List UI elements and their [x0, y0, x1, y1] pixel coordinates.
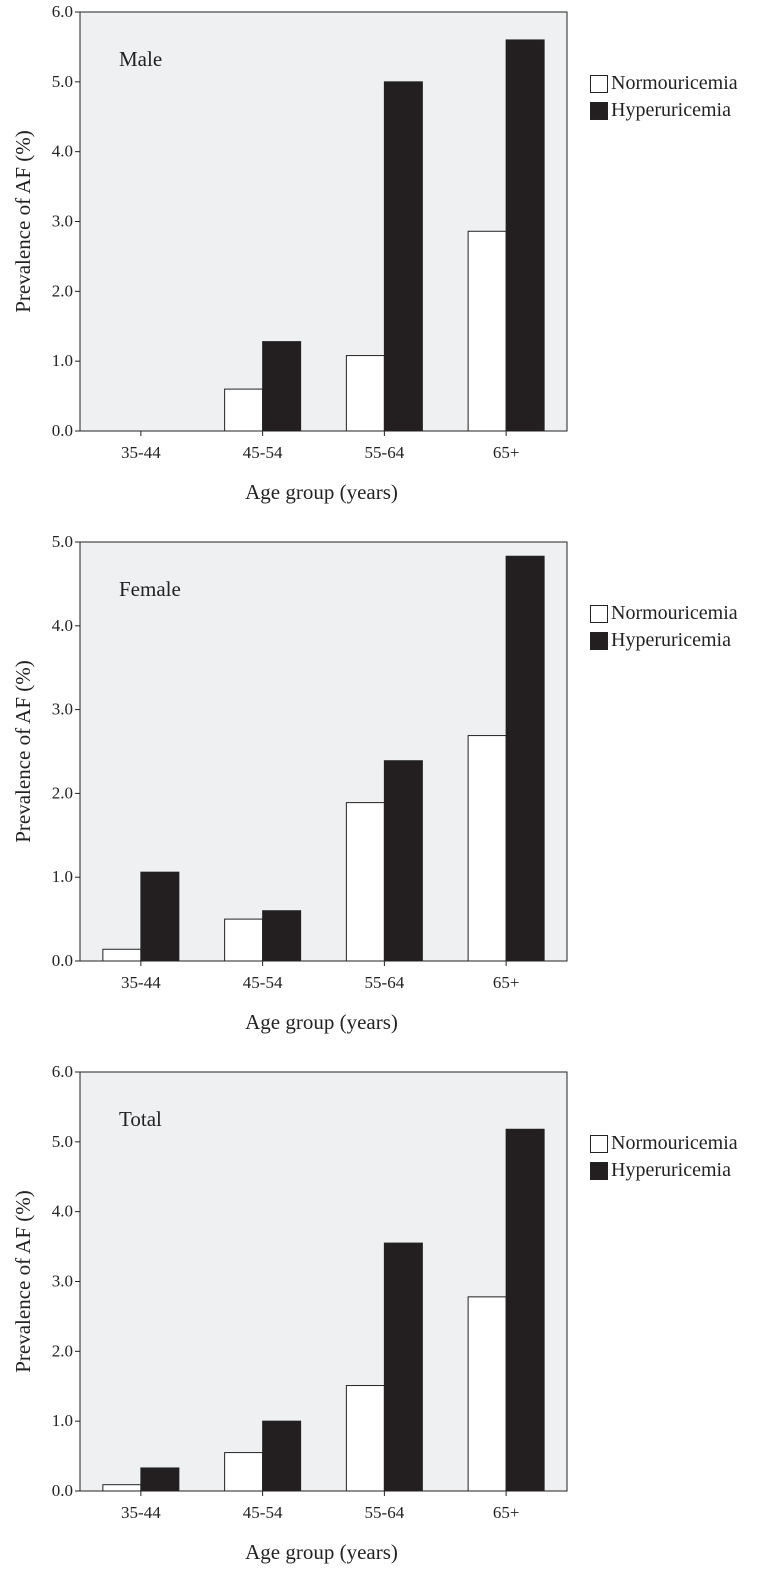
bar-hyperuricemia-55-64	[383, 760, 423, 962]
y-tick-label: 5.0	[52, 532, 73, 551]
bar-normouricemia-55-64	[345, 802, 385, 962]
legend-item-hyperuricemia: Hyperuricemia	[590, 97, 738, 124]
y-tick-label: 5.0	[52, 1132, 73, 1151]
x-tick-label: 65+	[493, 1503, 520, 1522]
total-panel: 0.0 1.0 2.0 3.0 4.0 5.0 6.0 35-44 45-54 55-64 65+ …	[0, 1060, 770, 1585]
legend-item-normouricemia: Normouricemia	[590, 1130, 738, 1157]
bar-hyperuricemia-65+	[505, 1128, 545, 1492]
x-tick-label: 55-64	[365, 973, 405, 992]
bar-normouricemia-45-54	[224, 918, 264, 962]
legend-item-hyperuricemia: Hyperuricemia	[590, 627, 738, 654]
legend: Normouricemia Hyperuricemia	[590, 600, 738, 654]
bar-hyperuricemia-65+	[505, 39, 545, 432]
y-axis-title: Prevalence of AF (%)	[11, 660, 35, 843]
legend-label: Hyperuricemia	[611, 1159, 731, 1181]
bar-normouricemia-35-44	[102, 948, 142, 962]
bar-hyperuricemia-45-54	[262, 1420, 302, 1492]
bar-hyperuricemia-35-44	[140, 871, 180, 962]
x-tick-label: 65+	[493, 443, 520, 462]
legend-label: Normouricemia	[611, 602, 738, 624]
bar-normouricemia-45-54	[224, 1452, 264, 1492]
x-tick-label: 35-44	[121, 1503, 161, 1522]
y-tick-label: 3.0	[52, 212, 73, 231]
x-tick-label: 45-54	[243, 443, 283, 462]
y-tick-label: 3.0	[52, 1272, 73, 1291]
panel-label: Male	[119, 47, 162, 71]
y-tick-label: 4.0	[52, 1202, 73, 1221]
x-axis-title: Age group (years)	[245, 1540, 398, 1564]
black-swatch-icon	[590, 1161, 608, 1180]
bar-hyperuricemia-55-64	[383, 81, 423, 432]
legend-item-hyperuricemia: Hyperuricemia	[590, 1157, 738, 1184]
y-tick-label: 1.0	[52, 1411, 73, 1430]
bar-normouricemia-55-64	[345, 1385, 385, 1492]
white-swatch-icon	[590, 1134, 608, 1153]
male-panel: 0.0 1.0 2.0 3.0 4.0 5.0 6.0 35-44 45-54 55-64 65+ …	[0, 0, 770, 525]
y-tick-label: 0.0	[52, 421, 73, 440]
white-swatch-icon	[590, 604, 608, 623]
white-swatch-icon	[590, 74, 608, 93]
bar-hyperuricemia-65+	[505, 555, 545, 962]
y-tick-label: 6.0	[52, 1062, 73, 1081]
bar-normouricemia-35-44	[102, 1484, 142, 1492]
legend-item-normouricemia: Normouricemia	[590, 600, 738, 627]
y-axis-title: Prevalence of AF (%)	[11, 130, 35, 313]
y-tick-label: 0.0	[52, 1481, 73, 1500]
y-tick-label: 2.0	[52, 783, 73, 802]
bar-hyperuricemia-45-54	[262, 910, 302, 962]
bar-normouricemia-65+	[467, 1296, 507, 1492]
panel-label: Female	[119, 577, 181, 601]
x-tick-label: 55-64	[365, 1503, 405, 1522]
total-bar-chart: 0.01.02.03.04.05.06.035-44 45-54 55-64 65+ …	[11, 1062, 568, 1564]
y-tick-label: 0.0	[52, 951, 73, 970]
female-panel: 0.0 1.0 2.0 3.0 4.0 5.0 35-44 45-54 55-64 65+ Fem…	[0, 530, 770, 1055]
black-swatch-icon	[590, 101, 608, 120]
bar-normouricemia-45-54	[224, 388, 264, 432]
male-bar-chart: 0.01.02.03.04.05.06.035-44 45-54 55-64 65+ …	[11, 2, 568, 504]
bar-normouricemia-55-64	[345, 355, 385, 432]
x-tick-label: 45-54	[243, 1503, 283, 1522]
y-tick-label: 4.0	[52, 142, 73, 161]
bar-normouricemia-65+	[467, 230, 507, 432]
legend-label: Normouricemia	[611, 72, 738, 94]
y-tick-label: 2.0	[52, 1341, 73, 1360]
x-tick-label: 65+	[493, 973, 520, 992]
y-tick-label: 5.0	[52, 72, 73, 91]
legend-label: Normouricemia	[611, 1132, 738, 1154]
y-axis-title: Prevalence of AF (%)	[11, 1190, 35, 1373]
x-axis-title: Age group (years)	[245, 480, 398, 504]
y-tick-label: 1.0	[52, 351, 73, 370]
y-tick-label: 3.0	[52, 700, 73, 719]
x-tick-label: 35-44	[121, 973, 161, 992]
x-tick-label: 35-44	[121, 443, 161, 462]
legend-item-normouricemia: Normouricemia	[590, 70, 738, 97]
legend: Normouricemia Hyperuricemia	[590, 70, 738, 124]
x-tick-label: 55-64	[365, 443, 405, 462]
y-tick-label: 1.0	[52, 867, 73, 886]
x-tick-label: 45-54	[243, 973, 283, 992]
y-tick-label: 6.0	[52, 2, 73, 21]
legend-label: Hyperuricemia	[611, 629, 731, 651]
bar-hyperuricemia-35-44	[140, 1467, 180, 1492]
black-swatch-icon	[590, 631, 608, 650]
y-tick-label: 4.0	[52, 616, 73, 635]
bar-hyperuricemia-55-64	[383, 1242, 423, 1492]
x-axis-title: Age group (years)	[245, 1010, 398, 1034]
bar-normouricemia-65+	[467, 735, 507, 962]
bar-hyperuricemia-45-54	[262, 341, 302, 432]
panel-label: Total	[119, 1107, 162, 1131]
y-tick-label: 2.0	[52, 281, 73, 300]
female-bar-chart: 0.0 1.0 2.0 3.0 4.0 5.0 35-44 45-54 55-64 65+ Fem…	[11, 532, 568, 1034]
legend-label: Hyperuricemia	[611, 99, 731, 121]
legend: Normouricemia Hyperuricemia	[590, 1130, 738, 1184]
